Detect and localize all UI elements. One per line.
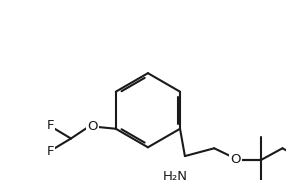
Text: H₂N: H₂N [163,170,188,183]
Text: O: O [230,154,241,166]
Text: O: O [87,120,98,133]
Text: F: F [47,145,54,158]
Text: F: F [47,119,54,132]
